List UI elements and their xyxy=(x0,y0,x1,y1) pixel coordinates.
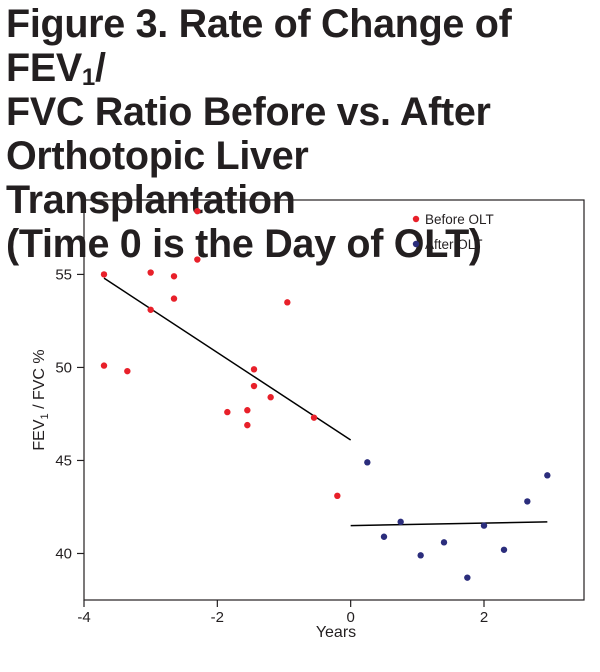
data-point xyxy=(464,574,471,581)
data-point xyxy=(440,539,448,546)
data-point xyxy=(397,518,404,526)
chart-title: Figure 3. Rate of Change of FEV1/ FVC Ra… xyxy=(6,2,596,266)
axis-ticks: -4 -2 0 2 40 45 50 55 xyxy=(55,266,488,626)
data-marks xyxy=(100,207,551,581)
x-tick-label: 2 xyxy=(480,609,488,626)
title-line-4: (Time 0 is the Day of OLT) xyxy=(6,222,482,266)
data-point xyxy=(544,472,551,479)
fit-line xyxy=(350,521,548,527)
data-point xyxy=(244,421,251,429)
data-point xyxy=(100,362,108,369)
data-point xyxy=(524,498,531,505)
data-point xyxy=(194,207,201,215)
data-point xyxy=(124,367,131,375)
x-tick-label: -4 xyxy=(77,609,90,626)
y-tick-label: 45 xyxy=(55,452,72,469)
data-point xyxy=(480,522,488,529)
data-point xyxy=(380,533,388,540)
legend: Before OLT After OLT xyxy=(412,212,494,252)
title-line-2: FVC Ratio Before vs. After xyxy=(6,90,491,134)
data-point xyxy=(170,273,178,280)
data-point xyxy=(147,269,154,276)
data-point xyxy=(194,256,201,263)
data-point xyxy=(334,492,341,500)
data-point xyxy=(364,459,371,466)
data-point xyxy=(100,271,108,278)
y-tick-label: 50 xyxy=(55,359,72,376)
data-point xyxy=(170,295,178,302)
data-point xyxy=(250,382,258,390)
data-point xyxy=(250,366,258,373)
title-line-1: Figure 3. Rate of Change of FEV1/ xyxy=(6,2,512,91)
data-point xyxy=(224,408,231,416)
data-point xyxy=(267,394,274,401)
data-point xyxy=(244,407,251,414)
x-tick-label: -2 xyxy=(211,609,224,626)
legend-label: Before OLT xyxy=(425,212,494,227)
x-tick-label: 0 xyxy=(346,609,354,626)
y-axis-label: FEV1 / FVC % xyxy=(31,349,51,450)
y-tick-label: 40 xyxy=(55,545,72,562)
data-point xyxy=(417,552,424,559)
data-point xyxy=(500,546,508,553)
data-point xyxy=(147,306,154,313)
y-tick-label: 55 xyxy=(55,266,72,283)
plot-frame xyxy=(83,199,585,601)
legend-marker xyxy=(412,240,420,248)
fit-line xyxy=(103,277,352,441)
legend-label: After OLT xyxy=(425,237,483,252)
x-axis-label: Years xyxy=(316,624,356,641)
legend-marker xyxy=(412,215,420,223)
data-point xyxy=(284,299,291,306)
data-point xyxy=(310,414,318,421)
